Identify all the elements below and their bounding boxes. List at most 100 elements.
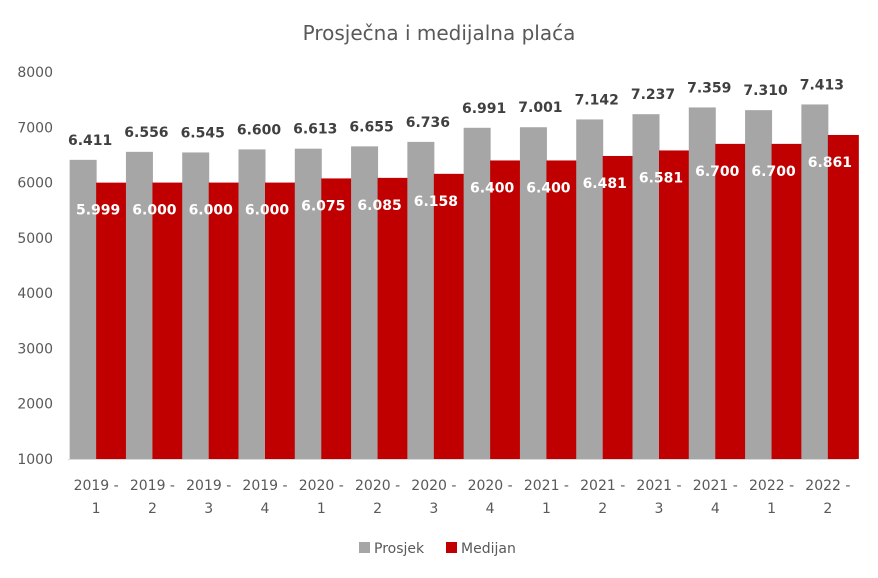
legend-swatch-prosjek: [359, 542, 370, 553]
bar-prosjek: [238, 149, 266, 459]
bar-prosjek: [519, 127, 547, 459]
legend-swatch-medijan: [446, 542, 457, 553]
y-tick-label: 1000: [17, 452, 53, 468]
x-tick-label-quarter: 2: [373, 501, 382, 517]
bar-medijan: [208, 182, 240, 460]
data-label-prosjek: 7.237: [631, 87, 675, 103]
data-label-prosjek: 6.655: [349, 119, 393, 135]
x-tick-label-year: 2021 -: [693, 478, 738, 494]
legend: Prosjek Medijan: [359, 541, 516, 557]
bar-medijan: [265, 182, 296, 460]
data-label-prosjek: 6.556: [124, 125, 168, 141]
bar-medijan: [715, 143, 747, 459]
bar-medijan: [377, 177, 409, 460]
x-tick-label-year: 2019 -: [242, 478, 287, 494]
y-tick-label: 2000: [17, 397, 53, 413]
x-tick-label-quarter: 3: [429, 501, 438, 517]
x-tick-label-quarter: 4: [486, 501, 495, 517]
x-tick-label-quarter: 4: [711, 501, 720, 517]
bar-medijan: [827, 134, 859, 459]
x-tick-label-year: 2019 -: [74, 478, 119, 494]
x-tick-label-quarter: 1: [92, 501, 101, 517]
bar-prosjek: [182, 152, 210, 459]
x-tick-label-year: 2022 -: [805, 478, 850, 494]
x-tick-label-year: 2022 -: [749, 478, 794, 494]
chart-title: Prosječna i medijalna plaća: [303, 21, 576, 45]
data-label-medijan: 6.000: [132, 203, 177, 219]
x-tick-label-year: 2020 -: [299, 478, 344, 494]
y-tick-label: 5000: [17, 231, 53, 247]
x-tick-label-quarter: 2: [148, 501, 157, 517]
bar-medijan: [659, 150, 690, 459]
x-tick-label-quarter: 2: [598, 501, 607, 517]
data-label-medijan: 5.999: [76, 203, 120, 219]
bar-prosjek: [125, 151, 153, 459]
bar-medijan: [96, 182, 128, 459]
legend-label-medijan: Medijan: [461, 541, 516, 557]
data-label-prosjek: 6.736: [406, 115, 450, 131]
x-axis: 2019 - 1 2019 - 2 2019 - 3 2019 - 4 2020 - 1 2020 …: [74, 478, 851, 517]
x-tick-label-year: 2020 -: [355, 478, 400, 494]
x-tick-label-quarter: 4: [261, 501, 270, 517]
data-label-prosjek: 7.142: [575, 92, 619, 108]
data-label-medijan: 6.400: [526, 180, 571, 196]
data-label-medijan: 6.700: [695, 164, 740, 180]
data-label-prosjek: 7.359: [687, 80, 731, 96]
data-label-medijan: 6.581: [639, 170, 683, 186]
bar-medijan: [602, 155, 634, 459]
bar-prosjek: [745, 110, 773, 459]
bars-group: [69, 104, 859, 460]
data-label-prosjek: 6.600: [237, 122, 282, 138]
data-labels-group: 6.411 5.999 6.556 6.000 6.545 6.000 6.600 6.000…: [68, 77, 852, 218]
y-tick-label: 4000: [17, 286, 53, 302]
data-label-prosjek: 6.411: [68, 133, 112, 149]
bar-prosjek: [801, 104, 829, 460]
bar-prosjek: [576, 119, 604, 459]
x-tick-label-year: 2021 -: [580, 478, 625, 494]
bar-medijan: [321, 178, 353, 460]
x-tick-label-year: 2020 -: [411, 478, 456, 494]
data-label-prosjek: 7.310: [743, 83, 788, 99]
x-tick-label-quarter: 3: [204, 501, 213, 517]
bar-prosjek: [688, 107, 716, 459]
data-label-medijan: 6.158: [414, 194, 458, 210]
y-tick-label: 6000: [17, 176, 53, 192]
data-label-medijan: 6.000: [189, 203, 234, 219]
data-label-medijan: 6.400: [470, 180, 515, 196]
bar-prosjek: [294, 148, 322, 460]
bar-prosjek: [69, 159, 97, 459]
bar-medijan: [433, 173, 465, 459]
x-tick-label-year: 2019 -: [130, 478, 175, 494]
x-tick-label-quarter: 3: [655, 501, 664, 517]
data-label-prosjek: 6.545: [181, 125, 225, 141]
y-tick-label: 8000: [17, 65, 53, 81]
x-tick-label-year: 2021 -: [524, 478, 569, 494]
data-label-prosjek: 7.001: [518, 100, 562, 116]
bar-medijan: [771, 143, 803, 459]
x-tick-label-quarter: 2: [823, 501, 832, 517]
bar-prosjek: [632, 114, 660, 460]
data-label-medijan: 6.700: [751, 164, 796, 180]
data-label-medijan: 6.075: [301, 198, 345, 214]
data-label-prosjek: 7.413: [800, 77, 844, 93]
bar-prosjek: [463, 127, 491, 459]
data-label-medijan: 6.085: [357, 198, 401, 214]
x-tick-label-quarter: 1: [317, 501, 326, 517]
y-tick-label: 7000: [17, 120, 53, 136]
x-tick-label-quarter: 1: [767, 501, 776, 517]
y-tick-label: 3000: [17, 341, 53, 357]
bar-medijan: [546, 160, 578, 459]
y-axis: 1000 2000 3000 4000 5000 6000 7000 8000: [17, 65, 53, 468]
data-label-prosjek: 6.991: [462, 101, 506, 117]
data-label-medijan: 6.000: [245, 203, 290, 219]
bar-prosjek: [407, 141, 435, 459]
legend-label-prosjek: Prosjek: [374, 541, 425, 557]
data-label-medijan: 6.861: [808, 155, 852, 171]
bar-prosjek: [351, 146, 379, 459]
data-label-prosjek: 6.613: [293, 122, 337, 138]
data-label-medijan: 6.481: [583, 176, 627, 192]
bar-medijan: [490, 160, 522, 459]
x-tick-label-year: 2019 -: [186, 478, 231, 494]
